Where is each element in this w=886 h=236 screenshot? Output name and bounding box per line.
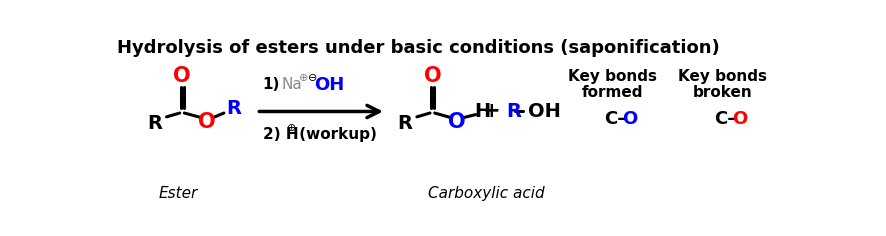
- Text: O: O: [198, 112, 215, 132]
- Text: +: +: [483, 101, 501, 122]
- Text: ⊕: ⊕: [299, 73, 308, 83]
- Text: R: R: [506, 102, 521, 121]
- Text: O: O: [448, 112, 466, 132]
- Text: C–: C–: [603, 110, 626, 128]
- Text: R: R: [147, 114, 162, 133]
- Text: ⊖: ⊖: [307, 73, 317, 83]
- Text: OH: OH: [528, 102, 561, 121]
- Text: Na: Na: [281, 77, 302, 92]
- Text: H: H: [475, 102, 491, 121]
- Text: ⊕: ⊕: [287, 123, 297, 133]
- Text: 2) H: 2) H: [262, 127, 299, 142]
- Text: broken: broken: [693, 85, 753, 100]
- Text: O: O: [733, 110, 748, 128]
- Text: O: O: [174, 66, 190, 86]
- Text: R: R: [398, 114, 413, 133]
- Text: Key bonds: Key bonds: [679, 69, 767, 84]
- Text: OH: OH: [314, 76, 344, 93]
- Text: Key bonds: Key bonds: [569, 69, 657, 84]
- Text: O: O: [622, 110, 638, 128]
- Text: (workup): (workup): [294, 127, 377, 142]
- Text: Hydrolysis of esters under basic conditions (saponification): Hydrolysis of esters under basic conditi…: [117, 39, 719, 57]
- Text: O: O: [424, 66, 441, 86]
- Text: C–: C–: [714, 110, 736, 128]
- Text: 1): 1): [262, 77, 280, 92]
- Text: R: R: [227, 99, 242, 118]
- Text: Carboxylic acid: Carboxylic acid: [429, 185, 545, 201]
- Text: formed: formed: [582, 85, 644, 100]
- Text: Ester: Ester: [159, 185, 198, 201]
